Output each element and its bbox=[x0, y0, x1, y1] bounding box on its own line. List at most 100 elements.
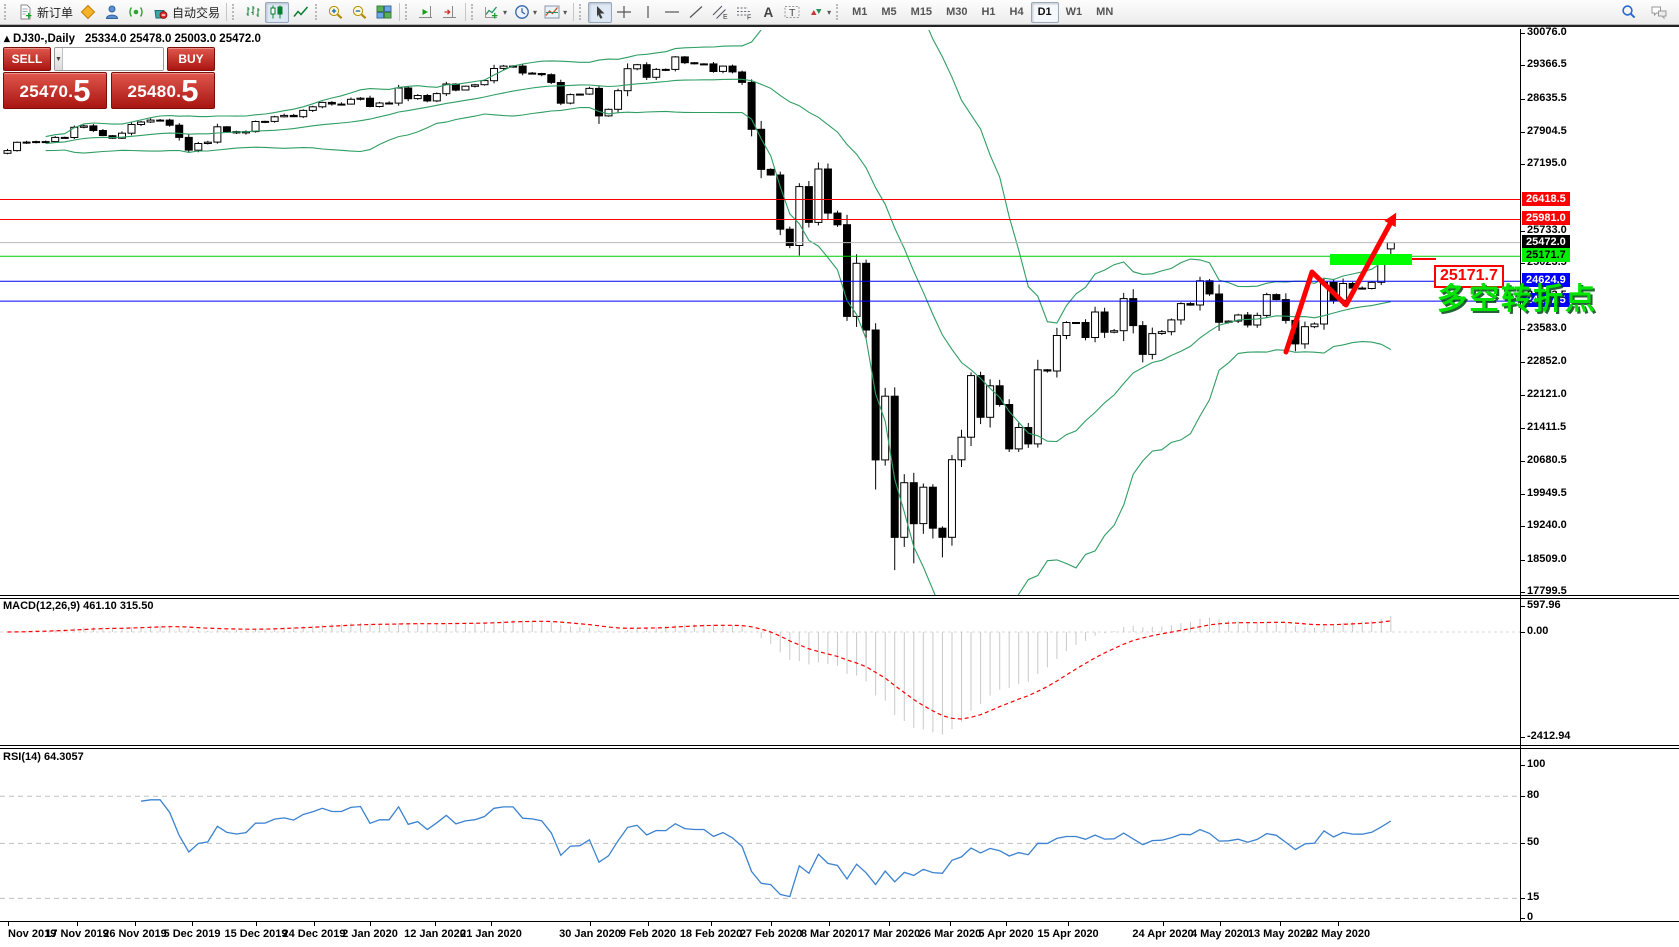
toolbar-grip bbox=[315, 4, 321, 20]
cursor-icon bbox=[591, 4, 609, 20]
svg-text:+: + bbox=[492, 11, 498, 21]
timeframe-h1-button[interactable]: H1 bbox=[981, 6, 996, 18]
rsi-panel[interactable] bbox=[0, 749, 1520, 921]
buy-price-box[interactable]: 25480. 5 bbox=[111, 72, 215, 109]
line-chart-button[interactable] bbox=[289, 2, 313, 23]
new-order-button[interactable]: + 新订单 bbox=[13, 2, 76, 23]
sell-price-box[interactable]: 25470. 5 bbox=[3, 72, 107, 109]
price-tick-label: 29366.5 bbox=[1527, 58, 1567, 71]
time-tick-label: 5 Dec 2019 bbox=[163, 928, 221, 940]
panel-separator[interactable] bbox=[0, 745, 1679, 749]
vertical-line-button[interactable] bbox=[636, 2, 660, 23]
candlestick-chart-button[interactable] bbox=[265, 1, 290, 23]
periods-button[interactable]: ▾ bbox=[510, 2, 540, 23]
time-tick-label: 24 Apr 2020 bbox=[1132, 928, 1194, 940]
trendline-button[interactable] bbox=[684, 2, 708, 23]
timeframe-m30-button[interactable]: M30 bbox=[946, 6, 968, 18]
panel-separator[interactable] bbox=[0, 595, 1679, 599]
arrows-icon bbox=[807, 4, 825, 20]
horizontal-line-button[interactable] bbox=[660, 2, 684, 23]
autotrading-button[interactable]: 自动交易 bbox=[148, 2, 223, 23]
macd-axis-label: 597.96 bbox=[1527, 598, 1561, 611]
metaeditor-icon bbox=[79, 4, 97, 20]
templates-button[interactable]: ▾ bbox=[540, 2, 570, 23]
signals-button[interactable] bbox=[124, 2, 148, 23]
templates-icon bbox=[543, 4, 561, 20]
toolbar-grip bbox=[579, 4, 585, 20]
price-tick-label: 27195.0 bbox=[1527, 157, 1567, 170]
zoom-in-button[interactable] bbox=[324, 2, 348, 23]
timeframe-w1-button[interactable]: W1 bbox=[1065, 6, 1083, 18]
cursor-button[interactable] bbox=[588, 1, 613, 23]
timeframe-m5-button[interactable]: M5 bbox=[881, 6, 897, 18]
chart-shift-button[interactable] bbox=[438, 2, 462, 23]
volume-down-button[interactable]: ▼ bbox=[55, 48, 63, 70]
timeframe-d1-button[interactable]: D1 bbox=[1030, 1, 1059, 23]
tile-windows-icon bbox=[375, 4, 393, 20]
indicators-button[interactable]: + ▾ bbox=[480, 2, 510, 23]
macd-panel[interactable] bbox=[0, 599, 1520, 745]
trendline-icon bbox=[687, 4, 705, 20]
metaeditor-button[interactable] bbox=[76, 2, 100, 23]
crosshair-button[interactable] bbox=[612, 2, 636, 23]
price-badge-25171.7: 25171.7 bbox=[1522, 248, 1570, 263]
time-tick-label: 17 Mar 2020 bbox=[857, 928, 921, 940]
buy-price-pip: 5 bbox=[181, 73, 199, 108]
candlesticks bbox=[3, 56, 1395, 571]
chevron-down-icon[interactable]: ▾ bbox=[563, 7, 568, 17]
buy-button[interactable]: BUY bbox=[167, 47, 215, 71]
periods-icon bbox=[513, 4, 531, 20]
chevron-down-icon[interactable]: ▾ bbox=[503, 7, 508, 17]
autotrading-button-label: 自动交易 bbox=[172, 5, 221, 20]
svg-text:E: E bbox=[723, 14, 728, 20]
bollinger-lower bbox=[45, 106, 1392, 595]
chevron-down-icon[interactable]: ▾ bbox=[533, 7, 538, 17]
time-tick-label: 27 Feb 2020 bbox=[739, 928, 803, 940]
time-axis-line bbox=[0, 921, 1679, 922]
chat-button[interactable] bbox=[1647, 2, 1671, 23]
timeframe-h4-button[interactable]: H4 bbox=[1009, 6, 1024, 18]
price-tick-label: 22121.0 bbox=[1527, 388, 1567, 401]
auto-scroll-button[interactable] bbox=[414, 2, 438, 23]
sell-button[interactable]: SELL bbox=[3, 47, 51, 71]
vertical-line-icon bbox=[639, 4, 657, 20]
rsi-axis-label: 80 bbox=[1527, 789, 1540, 802]
macd-histogram bbox=[16, 616, 1392, 735]
bar-chart-button[interactable] bbox=[241, 2, 265, 23]
timeframe-m15-button[interactable]: M15 bbox=[910, 6, 933, 18]
price-badge-25981.0: 25981.0 bbox=[1522, 211, 1570, 226]
fibonacci-button[interactable]: F bbox=[732, 2, 756, 23]
volume-stepper: ▼ ▲ bbox=[54, 47, 164, 71]
macd-signal-line bbox=[7, 620, 1391, 720]
timeframe-m1-button[interactable]: M1 bbox=[852, 6, 868, 18]
arrows-button[interactable]: ▾ bbox=[804, 2, 834, 23]
price-axis-line bbox=[1520, 29, 1521, 921]
time-tick-label: 22 May 2020 bbox=[1305, 928, 1371, 940]
main-price-chart[interactable] bbox=[0, 30, 1520, 595]
time-tick-label: 18 Feb 2020 bbox=[679, 928, 743, 940]
toolbar-grip bbox=[4, 4, 10, 20]
one-click-toggle[interactable]: ▴ bbox=[4, 33, 10, 45]
autotrading-icon bbox=[151, 4, 169, 20]
zoom-out-button[interactable] bbox=[348, 2, 372, 23]
volume-input[interactable] bbox=[62, 48, 163, 70]
buy-price: 25480. bbox=[127, 82, 182, 101]
timeframe-mn-button[interactable]: MN bbox=[1096, 6, 1114, 18]
time-tick-label: 26 Nov 2019 bbox=[103, 928, 167, 940]
chart-window[interactable]: ▴ DJ30-,Daily 25334.0 25478.0 25003.0 254… bbox=[0, 25, 1679, 947]
chevron-down-icon[interactable]: ▾ bbox=[827, 7, 832, 17]
rsi-axis-label: 0 bbox=[1527, 911, 1534, 923]
search-button[interactable] bbox=[1617, 2, 1641, 23]
text-label-icon: T bbox=[783, 4, 801, 20]
time-tick-label: 17 Nov 2019 bbox=[45, 928, 109, 940]
time-tick-label: 15 Dec 2019 bbox=[224, 928, 288, 940]
text-button[interactable]: A bbox=[756, 2, 780, 23]
price-tick-label: 23583.0 bbox=[1527, 321, 1567, 334]
toolbar: + 新订单 自动交易 + ▾ ▾ ▾ E F A T ▾ M1 M5 M15 M30 H1 H4 D1 W1 MN bbox=[0, 0, 1679, 25]
tile-windows-button[interactable] bbox=[372, 2, 396, 23]
text-label-button[interactable]: T bbox=[780, 2, 804, 23]
ohlc-values: 25334.0 25478.0 25003.0 25472.0 bbox=[85, 33, 261, 45]
equidistant-channel-button[interactable]: E bbox=[708, 2, 732, 23]
profiles-button[interactable] bbox=[100, 2, 124, 23]
